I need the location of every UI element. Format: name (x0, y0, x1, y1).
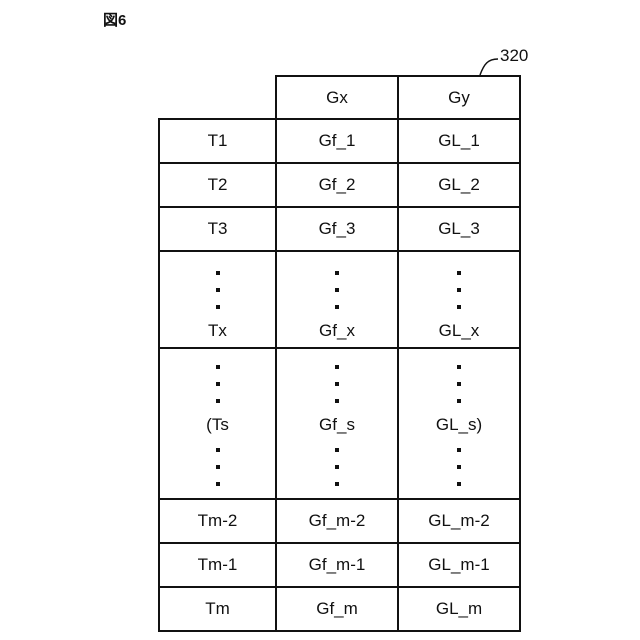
table-cell: Gf_m-2 (275, 498, 399, 544)
ellipsis-dot (216, 448, 220, 452)
ellipsis-dot (335, 382, 339, 386)
ellipsis-dot (216, 399, 220, 403)
ellipsis-dot (335, 448, 339, 452)
ellipsis-dot (335, 288, 339, 292)
cell-text: GL_m-1 (428, 555, 489, 575)
table-cell: Tx (158, 250, 277, 349)
table-cell: Gf_m-1 (275, 542, 399, 588)
table-cell: Gf_m (275, 586, 399, 632)
cell-text: Gy (448, 88, 470, 108)
ellipsis-dot (335, 399, 339, 403)
cell-text: GL_x (439, 321, 480, 341)
table-cell: T3 (158, 206, 277, 252)
column-header: Gx (275, 75, 399, 120)
cell-text: Gf_m (316, 599, 358, 619)
table-cell: GL_s) (397, 347, 521, 500)
ellipsis-dot (457, 482, 461, 486)
table-cell: Tm-2 (158, 498, 277, 544)
cell-text: Gf_2 (319, 175, 356, 195)
ellipsis-dot (335, 271, 339, 275)
table-cell: Gf_x (275, 250, 399, 349)
ellipsis-dot (335, 482, 339, 486)
cell-text: GL_3 (438, 219, 480, 239)
cell-text: GL_1 (438, 131, 480, 151)
ellipsis-dot (216, 465, 220, 469)
ellipsis-dot (457, 305, 461, 309)
cell-text: Gf_1 (319, 131, 356, 151)
table-cell: GL_m (397, 586, 521, 632)
ellipsis-dot (335, 365, 339, 369)
cell-text: T2 (208, 175, 228, 195)
cell-text: (Ts (206, 415, 229, 435)
cell-text: GL_s) (436, 415, 482, 435)
table-cell: GL_2 (397, 162, 521, 208)
table-cell: Tm-1 (158, 542, 277, 588)
ellipsis-dot (457, 288, 461, 292)
cell-text: T3 (208, 219, 228, 239)
ellipsis-dot (216, 305, 220, 309)
cell-text: Tm-2 (198, 511, 238, 531)
ellipsis-dot (335, 305, 339, 309)
table-cell: GL_m-2 (397, 498, 521, 544)
cell-text: Gx (326, 88, 348, 108)
ellipsis-dot (216, 288, 220, 292)
cell-text: T1 (208, 131, 228, 151)
cell-text: Gf_m-2 (309, 511, 366, 531)
patent-figure: 図6 320 Gx Gy T1 Gf_1 GL_1 T2 Gf_2 GL_2 T3 Gf_3 GL_… (0, 0, 640, 640)
ellipsis-dot (216, 482, 220, 486)
table-cell: T1 (158, 118, 277, 164)
table-cell: GL_3 (397, 206, 521, 252)
cell-text: Tm-1 (198, 555, 238, 575)
table-cell: GL_x (397, 250, 521, 349)
ellipsis-dot (457, 382, 461, 386)
cell-text: GL_m (436, 599, 482, 619)
table-cell: GL_1 (397, 118, 521, 164)
cell-text: GL_2 (438, 175, 480, 195)
cell-text: Gf_x (319, 321, 355, 341)
ellipsis-dot (216, 365, 220, 369)
ellipsis-dot (457, 399, 461, 403)
ellipsis-dot (216, 382, 220, 386)
ellipsis-dot (216, 271, 220, 275)
ellipsis-dot (457, 448, 461, 452)
reference-number: 320 (500, 46, 528, 66)
figure-label: 図6 (103, 9, 126, 30)
cell-text: Gf_3 (319, 219, 356, 239)
cell-text: GL_m-2 (428, 511, 489, 531)
table-cell: GL_m-1 (397, 542, 521, 588)
table-cell: Gf_2 (275, 162, 399, 208)
ellipsis-dot (457, 365, 461, 369)
cell-text: Gf_m-1 (309, 555, 366, 575)
table-cell: T2 (158, 162, 277, 208)
cell-text: Tm (205, 599, 230, 619)
table-cell: Gf_3 (275, 206, 399, 252)
column-header: Gy (397, 75, 521, 120)
table-cell: Gf_1 (275, 118, 399, 164)
table-cell: Tm (158, 586, 277, 632)
cell-text: Tx (208, 321, 227, 341)
ellipsis-dot (457, 465, 461, 469)
ellipsis-dot (335, 465, 339, 469)
cell-text: Gf_s (319, 415, 355, 435)
ellipsis-dot (457, 271, 461, 275)
table-cell: Gf_s (275, 347, 399, 500)
table-cell: (Ts (158, 347, 277, 500)
